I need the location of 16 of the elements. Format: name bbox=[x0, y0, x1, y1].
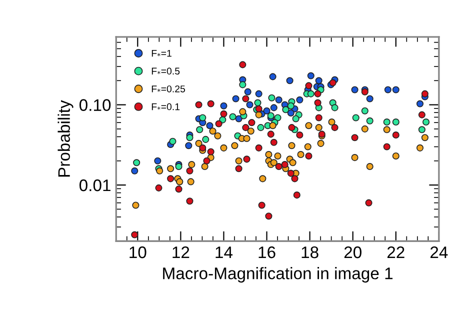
x-tick-label: 24 bbox=[430, 246, 448, 258]
x-tick-label: 22 bbox=[387, 246, 404, 258]
legend-label: F$_{*}$=0.1 bbox=[152, 103, 180, 110]
x-tick-label: 16 bbox=[258, 246, 276, 258]
y-tick-label: 0.01 bbox=[79, 179, 110, 192]
x-tick-label: 10 bbox=[130, 246, 146, 258]
legend-label: F$_{*}$=0.25 bbox=[152, 85, 186, 92]
x-tick-label: 20 bbox=[344, 246, 362, 258]
x-tick-label: 18 bbox=[302, 246, 318, 258]
x-tick-label: 12 bbox=[172, 246, 190, 258]
x-tick-label: 14 bbox=[216, 246, 233, 258]
y-tick-label: 0.10 bbox=[79, 99, 111, 111]
y-axis-title: Probability bbox=[58, 100, 74, 177]
legend-label: F$_{*}$=0.5 bbox=[152, 68, 180, 75]
legend-label: F$_{*}$=1 bbox=[152, 50, 172, 57]
x-axis-title: Macro-Magnification in image 1 bbox=[163, 267, 393, 283]
